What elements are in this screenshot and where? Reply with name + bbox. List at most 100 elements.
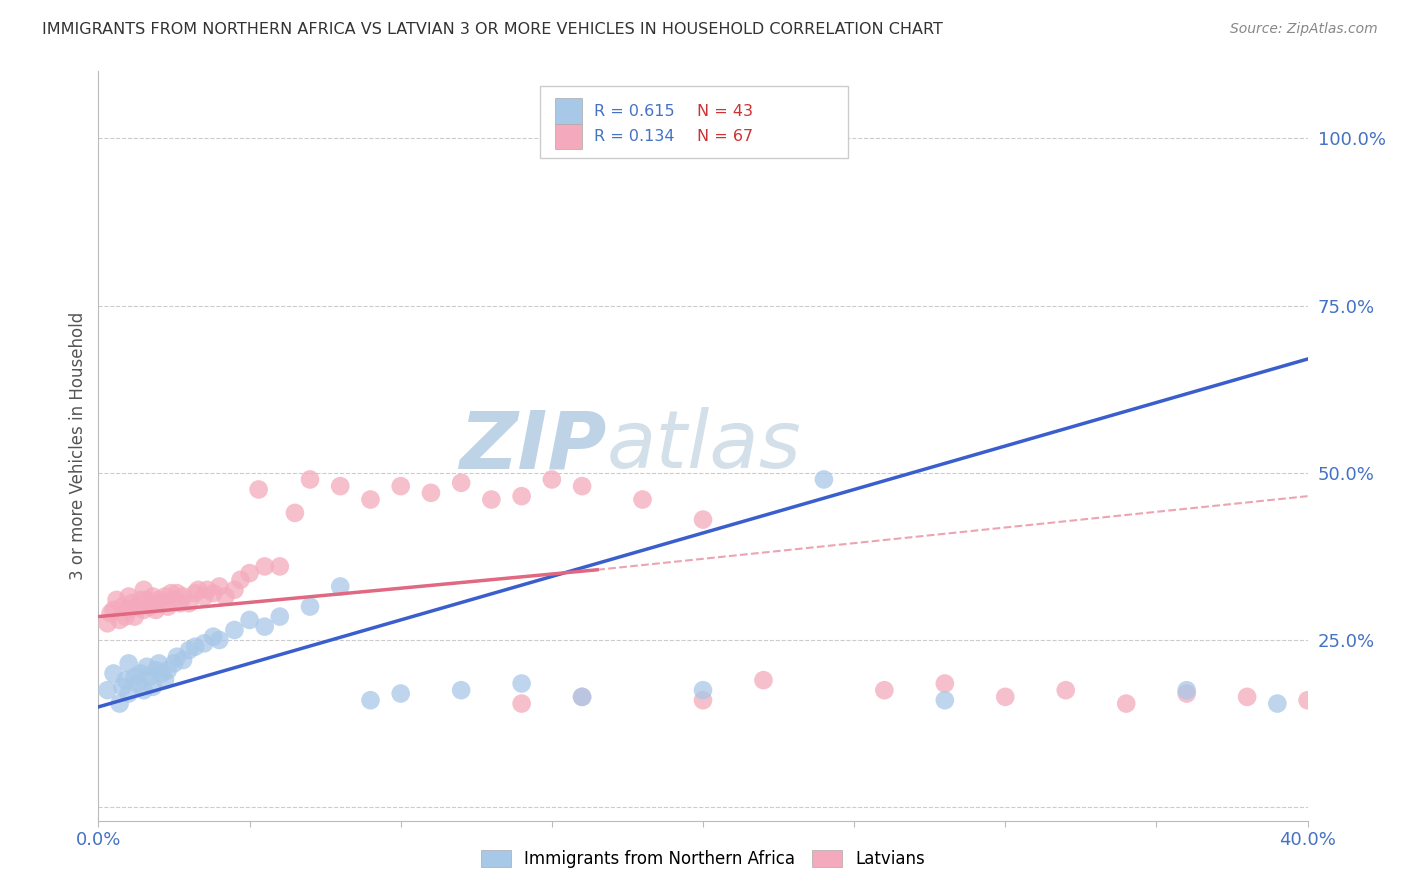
Point: [1175, 687, 1198, 701]
Point: [934, 693, 956, 707]
Point: [172, 590, 194, 604]
Point: [994, 690, 1017, 704]
Point: [129, 593, 152, 607]
Point: [813, 473, 835, 487]
Point: [247, 483, 270, 497]
Point: [150, 596, 173, 610]
Point: [284, 506, 307, 520]
Point: [229, 573, 252, 587]
Point: [269, 609, 291, 624]
Point: [224, 623, 246, 637]
Point: [450, 683, 472, 698]
Point: [269, 559, 291, 574]
Text: atlas: atlas: [606, 407, 801, 485]
Point: [752, 673, 775, 688]
Point: [360, 693, 382, 707]
Point: [118, 590, 141, 604]
Point: [692, 683, 714, 698]
Point: [132, 582, 155, 597]
Point: [224, 582, 246, 597]
Y-axis label: 3 or more Vehicles in Household: 3 or more Vehicles in Household: [69, 312, 87, 580]
Point: [208, 580, 231, 594]
Point: [329, 479, 352, 493]
Point: [299, 473, 322, 487]
Point: [118, 687, 141, 701]
Point: [127, 676, 149, 690]
Point: [1236, 690, 1258, 704]
Point: [1115, 697, 1137, 711]
Point: [148, 593, 170, 607]
Point: [139, 670, 162, 684]
Point: [179, 596, 201, 610]
Point: [121, 596, 143, 610]
Text: N = 43: N = 43: [697, 103, 754, 119]
Point: [103, 603, 125, 617]
Point: [105, 593, 128, 607]
Point: [1267, 697, 1289, 711]
Point: [481, 492, 503, 507]
Point: [163, 657, 186, 671]
Point: [208, 633, 231, 648]
Point: [389, 687, 412, 701]
Point: [360, 492, 382, 507]
FancyBboxPatch shape: [540, 87, 848, 158]
Text: R = 0.615: R = 0.615: [595, 103, 675, 119]
Point: [118, 603, 141, 617]
Point: [420, 486, 443, 500]
Point: [129, 666, 152, 681]
Point: [96, 683, 118, 698]
Point: [571, 690, 593, 704]
Point: [450, 475, 472, 490]
Legend: Immigrants from Northern Africa, Latvians: Immigrants from Northern Africa, Latvian…: [474, 843, 932, 875]
Point: [214, 590, 236, 604]
Point: [132, 683, 155, 698]
Point: [156, 663, 179, 677]
Point: [239, 613, 262, 627]
Point: [148, 657, 170, 671]
Point: [163, 593, 186, 607]
Point: [166, 586, 188, 600]
Point: [692, 693, 714, 707]
Point: [111, 599, 134, 614]
Text: ZIP: ZIP: [458, 407, 606, 485]
Point: [145, 663, 167, 677]
Text: IMMIGRANTS FROM NORTHERN AFRICA VS LATVIAN 3 OR MORE VEHICLES IN HOUSEHOLD CORRE: IMMIGRANTS FROM NORTHERN AFRICA VS LATVI…: [42, 22, 943, 37]
Point: [329, 580, 352, 594]
Point: [135, 593, 157, 607]
Point: [187, 582, 209, 597]
Point: [108, 613, 131, 627]
Point: [692, 513, 714, 527]
Point: [114, 673, 136, 688]
Point: [114, 609, 136, 624]
Point: [179, 643, 201, 657]
Point: [100, 607, 122, 621]
Bar: [555, 98, 582, 124]
Point: [150, 666, 173, 681]
Point: [1296, 693, 1319, 707]
Point: [631, 492, 654, 507]
Point: [160, 586, 183, 600]
Point: [510, 676, 533, 690]
Point: [142, 590, 165, 604]
Point: [571, 479, 593, 493]
Point: [103, 666, 125, 681]
Point: [132, 603, 155, 617]
Point: [118, 657, 141, 671]
Point: [540, 473, 562, 487]
Bar: [555, 124, 582, 149]
Point: [145, 603, 167, 617]
Point: [156, 599, 179, 614]
Point: [124, 670, 146, 684]
Point: [184, 640, 207, 654]
Point: [153, 590, 176, 604]
Point: [153, 673, 176, 688]
Point: [510, 489, 533, 503]
Point: [195, 582, 218, 597]
Point: [96, 616, 118, 631]
Point: [202, 630, 225, 644]
Point: [934, 676, 956, 690]
Point: [873, 683, 896, 698]
Text: R = 0.134: R = 0.134: [595, 129, 675, 144]
Point: [1175, 683, 1198, 698]
Point: [510, 697, 533, 711]
